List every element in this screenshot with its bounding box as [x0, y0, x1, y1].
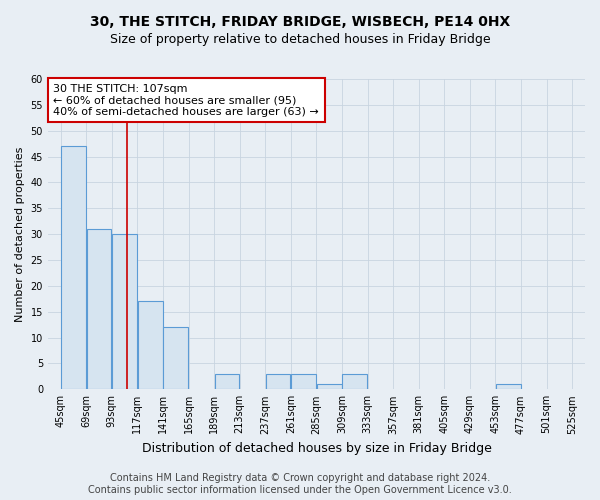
Bar — [292, 374, 316, 390]
Bar — [317, 384, 341, 390]
Bar — [112, 234, 137, 390]
Text: 30 THE STITCH: 107sqm
← 60% of detached houses are smaller (95)
40% of semi-deta: 30 THE STITCH: 107sqm ← 60% of detached … — [53, 84, 319, 117]
Text: 30, THE STITCH, FRIDAY BRIDGE, WISBECH, PE14 0HX: 30, THE STITCH, FRIDAY BRIDGE, WISBECH, … — [90, 15, 510, 29]
Y-axis label: Number of detached properties: Number of detached properties — [15, 146, 25, 322]
Bar — [61, 146, 86, 390]
Bar — [496, 384, 521, 390]
Bar — [343, 374, 367, 390]
Bar — [163, 327, 188, 390]
Bar — [87, 229, 112, 390]
Text: Size of property relative to detached houses in Friday Bridge: Size of property relative to detached ho… — [110, 32, 490, 46]
Text: Contains HM Land Registry data © Crown copyright and database right 2024.
Contai: Contains HM Land Registry data © Crown c… — [88, 474, 512, 495]
Bar — [138, 302, 163, 390]
Bar — [266, 374, 290, 390]
Bar — [215, 374, 239, 390]
X-axis label: Distribution of detached houses by size in Friday Bridge: Distribution of detached houses by size … — [142, 442, 491, 455]
